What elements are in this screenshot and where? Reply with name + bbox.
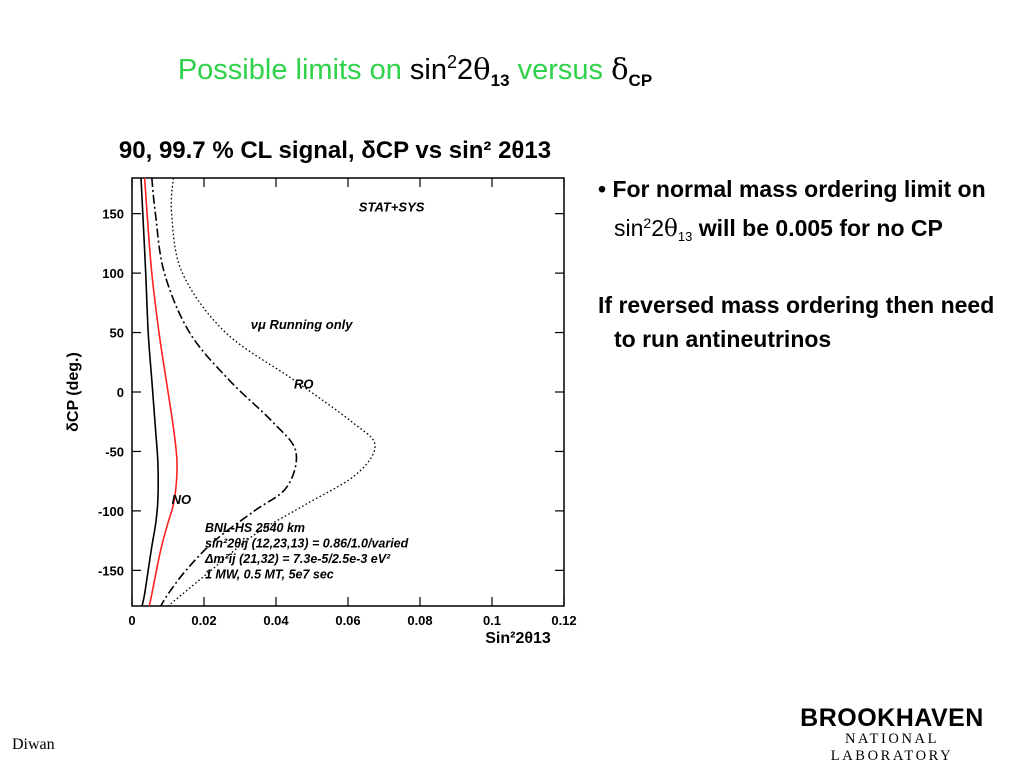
series-line-4 [167, 177, 376, 607]
info-line: 1 MW, 0.5 MT, 5e7 sec [205, 568, 334, 582]
y-tick-label: 100 [102, 266, 124, 281]
info-line: sin²2θij (12,23,13) = 0.86/1.0/varied [205, 537, 409, 551]
info-box: BNL-HS 2540 km sin²2θij (12,23,13) = 0.86… [204, 521, 409, 582]
bullet-reversed-ordering: If reversed mass ordering then need to r… [598, 292, 995, 352]
series-line-1 [140, 177, 159, 607]
x-axis-label: Sin²2θ13 [485, 630, 551, 647]
y-tick-label: -150 [98, 563, 124, 578]
title-versus: versus [509, 54, 612, 86]
x-tick-label: 0 [128, 613, 135, 628]
brookhaven-logo: BROOKHAVEN NATIONAL LABORATORY [782, 704, 1002, 765]
bullet-sin: sin22θ13 [614, 215, 693, 244]
x-tick-label: 0.08 [407, 613, 432, 628]
title-delta-cp: δCP [611, 52, 653, 90]
info-line: Δm²ij (21,32) = 7.3e-5/2.5e-3 eV² [204, 552, 391, 566]
series-line-2 [143, 177, 178, 607]
y-tick-label: 0 [117, 385, 124, 400]
footer-author: Diwan [12, 736, 55, 753]
chart-annotation: RO [294, 376, 314, 391]
y-tick-label: -50 [105, 444, 124, 459]
x-tick-label: 0.04 [263, 613, 289, 628]
x-tick-label: 0.12 [551, 613, 576, 628]
y-tick-label: 50 [110, 326, 124, 341]
info-line: BNL-HS 2540 km [205, 521, 305, 535]
series-group [140, 177, 376, 607]
chart-annotation: STAT+SYS [359, 199, 425, 214]
logo-line1: BROOKHAVEN [800, 704, 984, 732]
x-tick-label: 0.06 [335, 613, 360, 628]
slide-title: Possible limits on sin22θ13 versus δCP [0, 52, 830, 91]
series-line-3 [151, 177, 298, 607]
logo-line2: NATIONAL LABORATORY [830, 731, 954, 764]
x-tick-label: 0.1 [483, 613, 501, 628]
y-axis-label: δCP (deg.) [65, 352, 82, 432]
chart-title: 90, 99.7 % CL signal, δCP vs sin² 2θ13 [119, 137, 551, 164]
title-sin: sin22θ13 [409, 52, 510, 90]
annotations: STAT+SYS νμ Running only RO NO [172, 199, 425, 506]
axis-ticks: 0 0.02 0.04 0.06 0.08 0.1 0.12 150 100 50 0 -50 -100… [98, 178, 577, 628]
title-text: Possible limits on [177, 54, 410, 86]
y-tick-label: -100 [98, 504, 124, 519]
y-tick-label: 150 [102, 207, 124, 222]
x-tick-label: 0.02 [191, 613, 216, 628]
chart-annotation: νμ Running only [251, 317, 353, 332]
bullet-normal-ordering: • For normal mass ordering limit on sin2… [598, 176, 986, 244]
chart-annotation: NO [172, 492, 192, 507]
bullet-list: • For normal mass ordering limit on sin2… [598, 172, 1008, 356]
chart: 90, 99.7 % CL signal, δCP vs sin² 2θ13 0… [65, 137, 577, 647]
